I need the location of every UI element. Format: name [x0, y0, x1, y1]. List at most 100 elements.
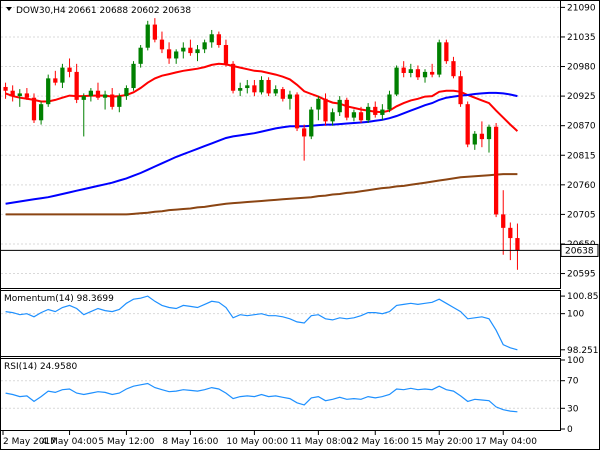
candle-body — [465, 104, 470, 145]
candle-body — [366, 106, 371, 121]
candle-body — [202, 42, 207, 50]
candle-body — [486, 126, 492, 140]
candle-body — [17, 93, 22, 97]
candle-body — [145, 24, 150, 48]
rsi-tick-label: 70 — [567, 377, 579, 387]
candle-body — [230, 63, 236, 91]
price-tick-label: 20925 — [567, 92, 596, 102]
candle-body — [394, 67, 399, 95]
time-tick-label: 2 May 2017 — [3, 437, 56, 447]
candle-body — [159, 39, 165, 50]
time-tick-label: 17 May 04:00 — [475, 437, 537, 447]
candle-body — [380, 109, 385, 115]
time-tick-label: 15 May 20:00 — [411, 437, 473, 447]
momentum-axis: 100.8507 100 98.2517 — [561, 292, 600, 356]
candle-body — [74, 71, 79, 100]
candle-body — [387, 94, 392, 110]
candle-body — [515, 238, 520, 251]
rsi-series — [5, 382, 518, 413]
candle-body — [24, 93, 30, 98]
time-tick-label: 10 May 00:00 — [226, 437, 288, 447]
candle-body — [437, 42, 442, 75]
candle-body — [124, 88, 129, 97]
momentum-tick-label: 98.2517 — [567, 346, 600, 356]
collapse-arrow-icon[interactable] — [6, 7, 12, 11]
candle-body — [38, 104, 44, 121]
candle-body — [95, 90, 101, 98]
candle-body — [508, 227, 513, 239]
candle-body — [479, 133, 485, 140]
rsi-pane — [0, 358, 561, 431]
candle-body — [188, 47, 193, 54]
candle-body — [181, 47, 186, 52]
candle-body — [3, 86, 8, 91]
momentum-pane — [0, 290, 561, 357]
time-tick-label: 12 May 16:00 — [347, 437, 409, 447]
candle-body — [408, 69, 413, 73]
price-tick-label: 20705 — [567, 210, 596, 220]
candle-body — [102, 94, 108, 98]
candle-body — [138, 47, 143, 64]
candle-body — [401, 67, 406, 73]
candle-body — [451, 61, 456, 77]
candle-body — [60, 67, 65, 83]
time-tick-label: 11 May 08:00 — [290, 437, 352, 447]
candle-body — [358, 112, 364, 121]
price-title-group: DOW30,H4 20661 20688 20602 20638 — [6, 6, 191, 16]
rsi-tick-label: 30 — [567, 404, 579, 414]
candle-body — [31, 97, 37, 121]
price-tick-label: 20595 — [567, 270, 596, 280]
candle-body — [266, 79, 271, 94]
rsi-line — [5, 382, 518, 413]
candle-body — [472, 133, 477, 145]
candle-body — [302, 128, 307, 137]
candle-body — [195, 49, 200, 54]
candle-body — [273, 89, 278, 94]
candle-body — [316, 98, 321, 110]
momentum-title: Momentum(14) 98.3699 — [4, 294, 114, 304]
candle-body — [287, 94, 293, 99]
candle-body — [280, 89, 285, 99]
rsi-tick-label: 100 — [567, 356, 584, 366]
price-tick-label: 20870 — [567, 122, 596, 132]
price-tick-label: 20980 — [567, 63, 596, 73]
candle-body — [323, 98, 328, 122]
price-tick-label: 21035 — [567, 33, 596, 43]
candle-body — [53, 78, 58, 83]
candle-body — [422, 71, 428, 78]
candle-body — [259, 79, 264, 93]
candle-body — [330, 112, 335, 122]
momentum-tick-label: 100 — [567, 310, 584, 320]
symbol-title: DOW30,H4 — [16, 6, 66, 16]
candle-body — [415, 69, 421, 78]
time-tick-label: 4 May 04:00 — [42, 437, 98, 447]
rsi-axis: 100 70 30 0 — [561, 356, 584, 435]
momentum-tick-label: 100.8507 — [567, 292, 600, 302]
candle-body — [67, 67, 72, 72]
candle-body — [344, 99, 349, 118]
candle-body — [429, 71, 435, 75]
candle-body — [238, 88, 243, 91]
rsi-grid — [1, 380, 560, 409]
rsi-title: RSI(14) 24.9580 — [4, 362, 77, 372]
last-price-label: 20638 — [565, 246, 594, 256]
price-tick-label: 21090 — [567, 3, 596, 13]
candle-body — [245, 85, 250, 89]
candle-body — [81, 96, 86, 100]
candle-body — [131, 63, 136, 89]
candlesticks — [3, 18, 520, 270]
candle-body — [152, 24, 157, 40]
last-price-box — [560, 243, 599, 257]
candle-body — [337, 99, 342, 113]
candle-body — [501, 214, 506, 228]
momentum-series — [5, 295, 518, 351]
candle-body — [373, 106, 378, 115]
candle-body — [351, 112, 357, 118]
candle-body — [216, 34, 221, 46]
momentum-line — [5, 295, 518, 351]
candle-body — [209, 34, 214, 43]
price-tick-label: 20815 — [567, 151, 596, 161]
time-tick-label: 8 May 16:00 — [162, 437, 218, 447]
